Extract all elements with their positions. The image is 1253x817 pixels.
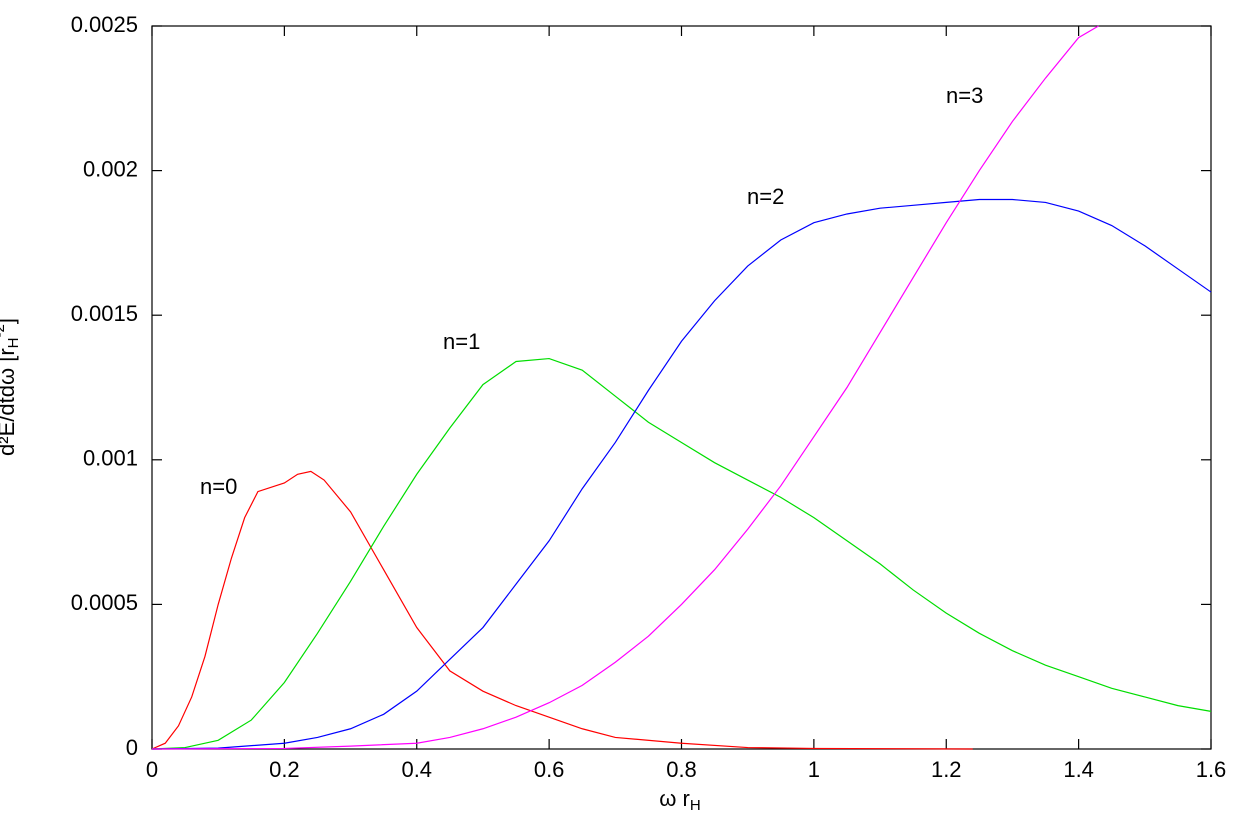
x-label-main: ω r (659, 786, 690, 811)
series-label: n=1 (443, 329, 480, 354)
y-tick-label: 0.002 (83, 156, 138, 181)
y-tick-label: 0.0025 (71, 12, 138, 37)
x-label-sub: H (690, 797, 701, 814)
x-tick-label: 0.6 (534, 757, 565, 782)
x-tick-label: 1 (808, 757, 820, 782)
y-label-sub: H (5, 337, 22, 348)
x-tick-label: 1.4 (1063, 757, 1094, 782)
y-label-main: d²E/dtdω [r (0, 348, 19, 456)
series-label: n=2 (747, 184, 784, 209)
x-tick-label: 1.6 (1196, 757, 1227, 782)
y-tick-label: 0.0015 (71, 301, 138, 326)
plot-frame (151, 25, 1212, 750)
series-label: n=0 (200, 474, 237, 499)
y-axis-label: d²E/dtdω [rH-2] (0, 318, 22, 456)
x-tick-label: 0 (146, 757, 158, 782)
y-label-end: ] (0, 318, 19, 324)
y-tick-label: 0.0005 (71, 590, 138, 615)
series-line (151, 25, 1099, 750)
series-line (151, 357, 1212, 750)
x-tick-label: 0.4 (401, 757, 432, 782)
x-tick-label: 1.2 (931, 757, 962, 782)
x-tick-label: 0.8 (666, 757, 697, 782)
x-axis-label: ω rH (659, 786, 700, 814)
x-tick-label: 0.2 (269, 757, 300, 782)
y-label-sup: -2 (0, 324, 8, 337)
y-tick-label: 0 (126, 735, 138, 760)
series-line (151, 198, 1212, 750)
y-tick-label: 0.001 (83, 446, 138, 471)
series-line (151, 470, 973, 750)
series-label: n=3 (946, 83, 983, 108)
